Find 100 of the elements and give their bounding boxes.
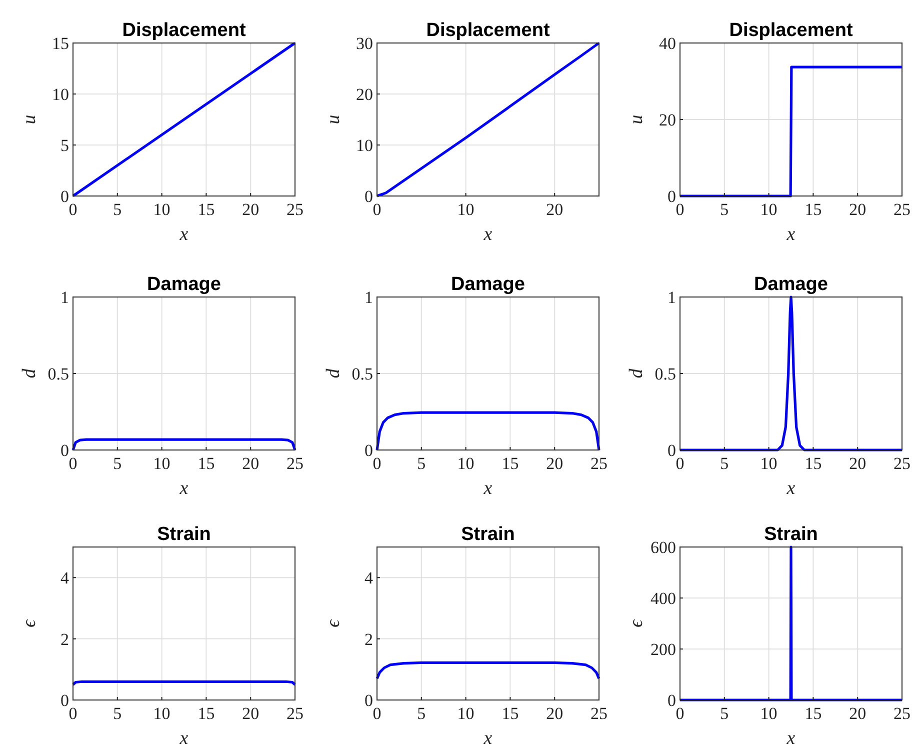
y-tick-label: 200 [650,640,676,659]
y-axis-title: ϵ [19,618,40,628]
x-tick-label: 10 [457,200,474,219]
x-tick-label: 25 [590,704,608,723]
x-tick-label: 25 [286,200,304,219]
line-series [376,661,600,680]
y-tick-label: 0 [668,187,676,206]
x-axis-title: x [482,224,493,245]
x-tick-label: 25 [286,454,304,473]
chart-title: Strain [461,524,515,545]
line-series [678,296,904,452]
x-tick-label: 15 [198,200,215,219]
y-axis-title: u [323,114,344,124]
x-tick-label: 20 [849,704,866,723]
y-tick-label: 400 [650,589,676,608]
x-tick-label: 25 [894,454,910,473]
x-tick-label: 15 [502,704,519,723]
x-axis-title: x [482,478,493,499]
x-axis-title: x [786,224,796,245]
y-tick-label: 1 [364,288,373,307]
x-tick-label: 5 [720,200,729,219]
y-tick-label: 1 [668,288,676,307]
y-tick-label: 0 [60,187,69,206]
line-series [376,42,600,198]
x-tick-label: 25 [590,454,608,473]
y-tick-label: 40 [659,34,676,53]
x-tick-label: 20 [546,200,564,219]
y-axis-title: u [19,114,40,124]
x-tick-label: 5 [113,200,122,219]
x-tick-label: 20 [546,454,564,473]
x-tick-label: 20 [849,454,866,473]
x-tick-label: 5 [417,704,426,723]
x-tick-label: 15 [198,454,215,473]
x-axis-title: x [178,478,189,499]
x-tick-label: 20 [242,200,260,219]
x-axis-title: x [178,728,189,749]
y-tick-label: 15 [52,34,69,53]
x-tick-label: 10 [760,200,778,219]
y-tick-label: 0 [668,441,676,460]
x-axis-title: x [178,224,189,245]
x-axis-title: x [786,478,796,499]
y-tick-label: 0.5 [654,364,676,384]
y-tick-label: 600 [650,538,676,557]
y-axis-title: ϵ [626,618,647,628]
y-axis-title: d [626,368,647,378]
x-tick-label: 10 [760,704,778,723]
x-tick-label: 15 [804,704,822,723]
y-tick-label: 0 [364,441,373,460]
x-axis-title: x [482,728,493,749]
chart-title: Strain [764,524,818,545]
y-tick-label: 4 [364,568,374,588]
y-tick-label: 0.5 [48,364,69,384]
y-tick-label: 4 [60,568,70,588]
x-tick-label: 10 [457,454,474,473]
x-tick-label: 25 [894,704,910,723]
y-axis-title: d [323,368,344,378]
y-tick-label: 0 [60,691,69,710]
y-tick-label: 10 [52,85,69,104]
x-tick-label: 15 [804,454,822,473]
x-tick-label: 5 [720,704,729,723]
y-tick-label: 2 [364,630,373,649]
x-tick-label: 5 [417,454,426,473]
x-tick-label: 20 [242,704,260,723]
x-tick-label: 5 [113,704,122,723]
line-series [376,411,600,452]
x-tick-label: 15 [502,454,519,473]
chart-title: Damage [451,274,525,295]
y-tick-label: 5 [60,136,69,155]
chart-title: Displacement [729,20,854,41]
x-tick-label: 20 [849,200,866,219]
y-tick-label: 20 [659,110,676,130]
y-tick-label: 0 [364,691,373,710]
x-tick-label: 20 [242,454,260,473]
y-tick-label: 0 [668,691,676,710]
x-tick-label: 15 [804,200,822,219]
y-tick-label: 20 [356,85,373,104]
y-tick-label: 10 [356,136,373,155]
x-tick-label: 10 [457,704,474,723]
y-tick-label: 0.5 [352,364,373,384]
x-tick-label: 10 [153,454,170,473]
x-tick-label: 5 [113,454,122,473]
y-axis-title: d [19,368,40,378]
x-tick-label: 25 [894,200,910,219]
y-tick-label: 1 [60,288,69,307]
chart-title: Damage [754,274,828,295]
line-series [72,438,296,452]
x-tick-label: 25 [286,704,304,723]
x-axis-title: x [786,728,796,749]
chart-title: Strain [157,524,211,545]
chart-title: Displacement [426,20,550,41]
x-tick-label: 5 [720,454,729,473]
chart-title: Damage [147,274,221,295]
x-tick-label: 10 [153,704,170,723]
x-tick-label: 15 [198,704,215,723]
x-tick-label: 10 [760,454,778,473]
y-tick-label: 30 [356,34,373,53]
y-tick-label: 0 [60,441,69,460]
x-tick-label: 20 [546,704,564,723]
y-axis-title: ϵ [323,618,344,628]
y-tick-label: 0 [364,187,373,206]
